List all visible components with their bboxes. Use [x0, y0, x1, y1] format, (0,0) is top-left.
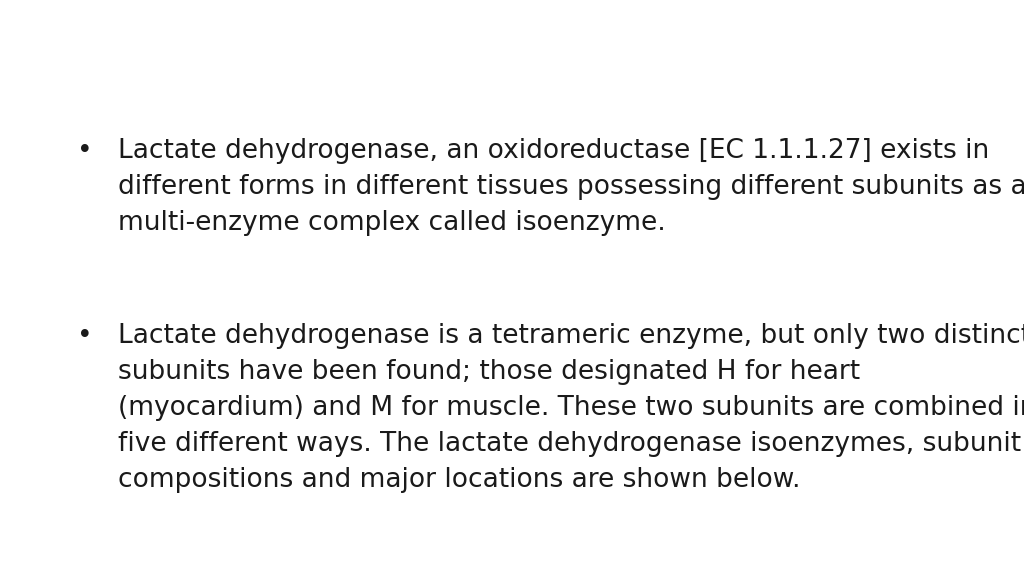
Text: •: • — [77, 323, 92, 348]
Text: Lactate dehydrogenase, an oxidoreductase [EC 1.1.1.27] exists in
different forms: Lactate dehydrogenase, an oxidoreductase… — [118, 138, 1024, 236]
Text: •: • — [77, 138, 92, 164]
Text: Lactate dehydrogenase is a tetrameric enzyme, but only two distinct
subunits hav: Lactate dehydrogenase is a tetrameric en… — [118, 323, 1024, 492]
